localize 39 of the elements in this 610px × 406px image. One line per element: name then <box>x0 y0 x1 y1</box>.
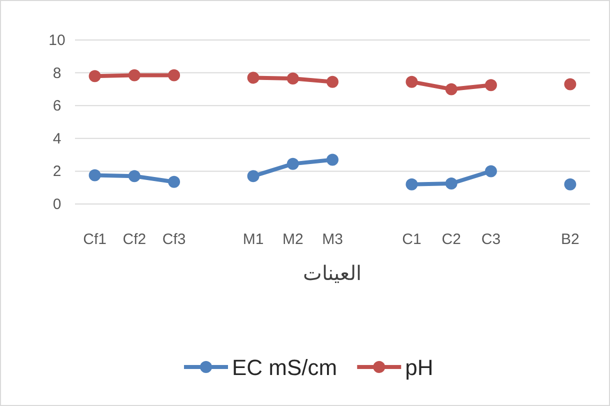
point <box>286 158 299 170</box>
point <box>406 76 418 88</box>
x-tick-label: C2 <box>442 231 461 248</box>
point <box>247 72 260 84</box>
point <box>88 70 101 82</box>
y-tick-label: 4 <box>52 130 62 148</box>
point <box>326 76 338 88</box>
x-tick-label: M1 <box>242 231 264 248</box>
y-tick-label: 2 <box>52 163 62 180</box>
y-tick-label: 6 <box>52 98 62 115</box>
x-tick-label: B2 <box>561 231 580 248</box>
point <box>128 170 140 182</box>
point <box>326 154 338 166</box>
point <box>445 178 458 190</box>
point <box>445 83 458 96</box>
x-tick-label: Cf1 <box>83 231 106 248</box>
point <box>247 170 260 182</box>
x-tick-label: M2 <box>282 231 304 248</box>
point <box>168 69 180 82</box>
legend-label: EC mS/cm <box>232 355 338 380</box>
point <box>128 69 140 82</box>
x-tick-label: M3 <box>322 231 343 248</box>
x-tick-label: Cf3 <box>162 231 186 248</box>
point <box>484 165 497 178</box>
legend-label: pH <box>405 355 434 380</box>
point <box>484 79 497 92</box>
point <box>406 178 418 190</box>
point <box>286 72 299 85</box>
x-tick-label: C3 <box>481 231 501 248</box>
point <box>88 169 101 182</box>
y-tick-label: 0 <box>52 196 62 213</box>
y-tick-label: 8 <box>52 64 62 82</box>
x-tick-label: C1 <box>402 231 422 248</box>
point <box>564 78 576 90</box>
point <box>168 176 180 188</box>
y-tick-label: 10 <box>48 32 66 49</box>
x-tick-label: Cf2 <box>122 231 146 248</box>
x-axis-title: العينات <box>303 263 362 285</box>
point <box>564 178 576 190</box>
